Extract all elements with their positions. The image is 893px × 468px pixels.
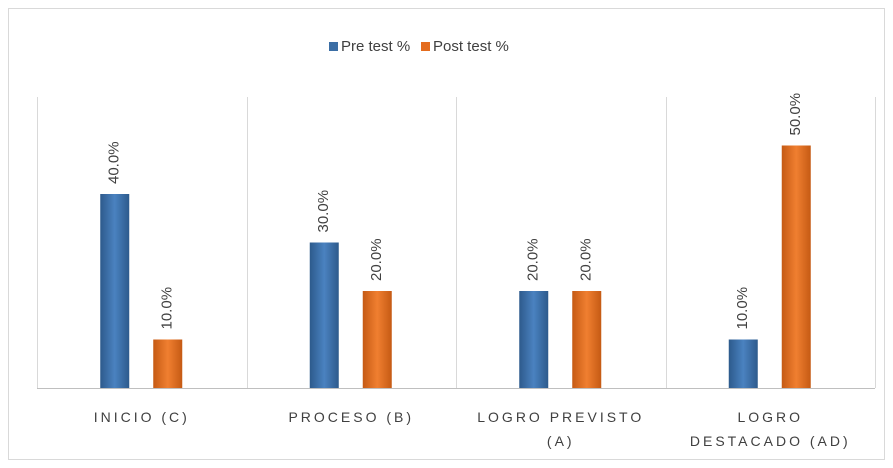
bar	[781, 145, 811, 388]
x-tick-label: LOGRO PREVISTO (A)	[477, 409, 645, 449]
bar	[362, 291, 392, 388]
x-tick-label: PROCESO (B)	[288, 409, 415, 425]
x-tick-label: LOGRO DESTACADO (AD)	[689, 409, 851, 449]
legend-swatch	[329, 42, 338, 51]
bar	[100, 194, 130, 388]
legend-swatch	[421, 42, 430, 51]
bar	[519, 291, 549, 388]
chart-frame	[8, 8, 885, 460]
data-label: 30.0%	[315, 190, 332, 233]
bar	[728, 339, 758, 388]
data-label: 20.0%	[525, 238, 542, 281]
bar	[309, 242, 339, 388]
data-label: 20.0%	[578, 238, 595, 281]
data-label: 20.0%	[368, 238, 385, 281]
bar	[572, 291, 602, 388]
data-label: 40.0%	[106, 141, 123, 184]
data-label: 10.0%	[734, 287, 751, 330]
data-label: 10.0%	[159, 287, 176, 330]
legend-label: Post test %	[433, 38, 509, 55]
data-label: 50.0%	[787, 93, 804, 136]
x-tick-label: INICIO (C)	[93, 409, 190, 425]
legend-label: Pre test %	[341, 38, 410, 55]
bar	[153, 339, 183, 388]
